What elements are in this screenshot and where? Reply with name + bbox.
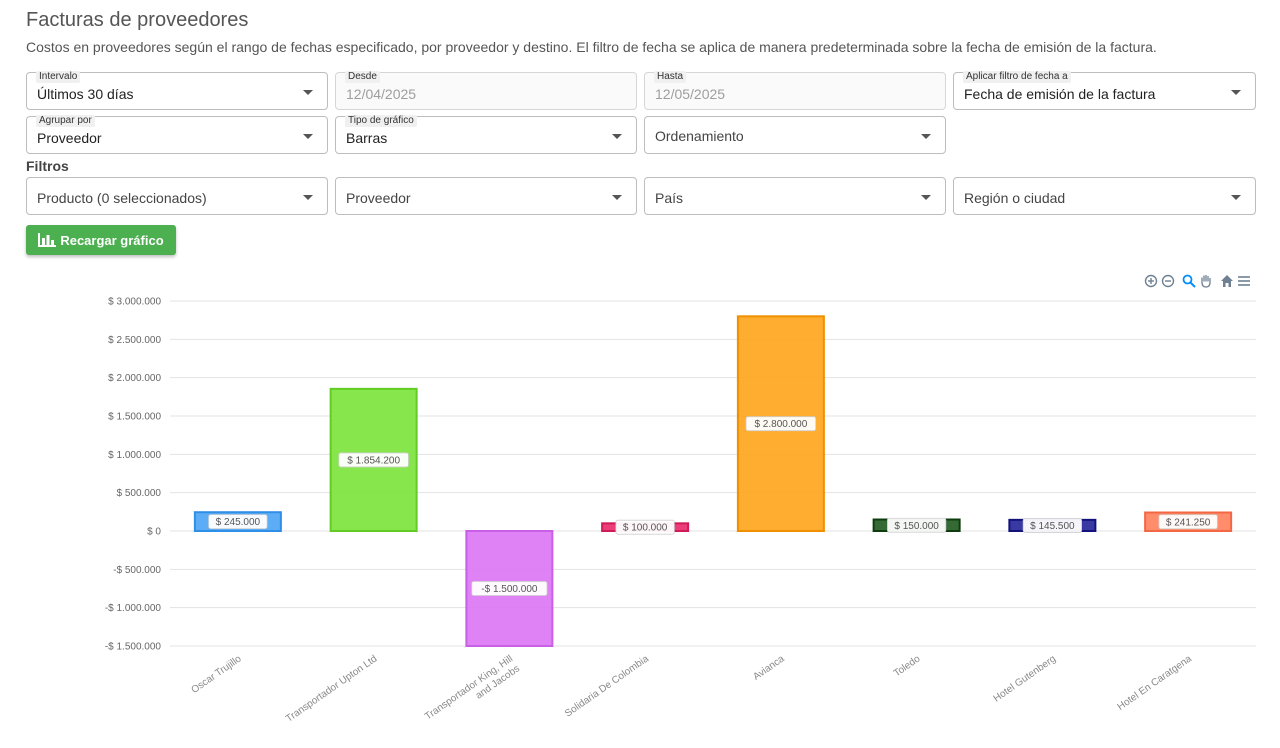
magnifier-icon[interactable] (1182, 274, 1196, 293)
date-filter-label: Aplicar filtro de fecha a (963, 71, 1071, 83)
date-from-value: 12/04/2025 (346, 86, 417, 102)
date-to-label: Hasta (654, 71, 687, 83)
filters-heading: Filtros (26, 158, 69, 174)
interval-value: Últimos 30 días (37, 86, 134, 102)
x-tick-label: Avianca (751, 653, 787, 683)
data-label-box (208, 514, 268, 530)
data-label: $ 2.800.000 (754, 419, 807, 430)
x-tick-label-line: Transportador King, Hill (423, 653, 515, 722)
x-tick-label-line: Hotel En Caratgena (1116, 653, 1195, 713)
data-label: $ 145.500 (1030, 521, 1075, 532)
date-from-field[interactable]: Desde 12/04/2025 (335, 71, 637, 110)
chevron-down-icon (1231, 195, 1241, 200)
data-label: $ 100.000 (623, 523, 668, 534)
region-filter-select[interactable]: Región o ciudad (953, 177, 1256, 215)
data-label-box (615, 519, 675, 535)
data-label: $ 1.854.200 (347, 455, 400, 466)
interval-select[interactable]: Intervalo Últimos 30 días (26, 71, 328, 110)
chevron-down-icon (1231, 90, 1241, 95)
chevron-down-icon (303, 134, 313, 139)
chart-toolbar (1144, 274, 1251, 293)
x-tick-label-line: Oscar Trujillo (189, 653, 243, 696)
y-tick-label: $ 2.000.000 (108, 373, 161, 384)
x-tick-label-line: Toledo (892, 653, 923, 679)
data-label-box (338, 452, 409, 468)
date-filter-select[interactable]: Aplicar filtro de fecha a Fecha de emisi… (953, 71, 1256, 110)
y-tick-label: $ 1.000.000 (108, 450, 161, 461)
chart-type-select[interactable]: Tipo de gráfico Barras (335, 115, 637, 154)
ordering-select[interactable]: Ordenamiento (644, 116, 946, 154)
chevron-down-icon (921, 134, 931, 139)
data-label-box (1022, 518, 1082, 533)
group-by-value: Proveedor (37, 130, 102, 146)
product-filter-select[interactable]: Producto (0 seleccionados) (26, 177, 328, 215)
chevron-down-icon (612, 134, 622, 139)
date-from-label: Desde (345, 71, 380, 83)
x-tick-label-line: Avianca (751, 653, 787, 683)
date-to-field[interactable]: Hasta 12/05/2025 (644, 71, 946, 110)
provider-filter-select[interactable]: Proveedor (335, 177, 637, 215)
pan-hand-icon[interactable] (1199, 274, 1213, 293)
chart-type-value: Barras (346, 130, 388, 146)
reload-chart-button[interactable]: Recargar gráfico (26, 225, 176, 255)
data-label-box (471, 581, 548, 596)
x-tick-label: Hotel Gutenberg (992, 653, 1058, 704)
menu-icon[interactable] (1237, 274, 1251, 293)
chevron-down-icon (303, 90, 313, 95)
page-title: Facturas de proveedores (26, 9, 249, 31)
y-tick-label: $ 3.000.000 (108, 297, 161, 308)
data-label-box (1158, 514, 1218, 530)
y-tick-label: -$ 1.000.000 (105, 603, 162, 614)
y-tick-label: $ 0 (147, 527, 161, 538)
y-tick-label: -$ 500.000 (113, 565, 161, 576)
home-icon[interactable] (1220, 274, 1234, 293)
product-filter-placeholder: Producto (0 seleccionados) (37, 190, 207, 206)
page-description: Costos en proveedores según el rango de … (26, 39, 1157, 55)
chevron-down-icon (612, 195, 622, 200)
date-to-value: 12/05/2025 (655, 86, 726, 102)
data-label: -$ 1.500.000 (481, 584, 538, 595)
group-by-label: Agrupar por (36, 115, 95, 127)
ordering-placeholder: Ordenamiento (655, 128, 744, 144)
data-label: $ 150.000 (894, 521, 939, 532)
provider-filter-placeholder: Proveedor (346, 190, 411, 206)
x-tick-label: Hotel En Caratgena (1116, 653, 1195, 713)
y-tick-label: $ 1.500.000 (108, 412, 161, 423)
bar-chart-icon (38, 233, 57, 247)
x-tick-label: Transportador Upton Ltd (284, 653, 379, 724)
data-label-box (887, 517, 947, 533)
reload-chart-label: Recargar gráfico (60, 232, 164, 248)
zoom-out-icon[interactable] (1161, 274, 1175, 293)
data-label: $ 241.250 (1166, 517, 1211, 528)
y-tick-label: -$ 1.500.000 (105, 642, 162, 653)
chevron-down-icon (303, 195, 313, 200)
chart-type-label: Tipo de gráfico (345, 115, 417, 127)
chevron-down-icon (921, 195, 931, 200)
y-tick-label: $ 2.500.000 (108, 335, 161, 346)
x-tick-label: Solidaria De Colombia (563, 653, 651, 719)
data-label-box (745, 416, 817, 432)
zoom-in-icon[interactable] (1144, 274, 1158, 293)
x-tick-label-line: Hotel Gutenberg (992, 653, 1058, 704)
country-filter-select[interactable]: País (644, 177, 946, 215)
data-label: $ 245.000 (216, 517, 261, 528)
x-tick-label-line: Transportador Upton Ltd (284, 653, 379, 724)
date-filter-value: Fecha de emisión de la factura (964, 86, 1156, 102)
region-filter-placeholder: Región o ciudad (964, 190, 1066, 206)
group-by-select[interactable]: Agrupar por Proveedor (26, 115, 328, 154)
country-filter-placeholder: País (655, 190, 684, 206)
provider-costs-bar-chart: $ 3.000.000 $ 2.500.000 $ 2.000.000 $ 1.500… (105, 297, 1256, 725)
y-tick-label: $ 500.000 (117, 488, 162, 499)
x-tick-label: Oscar Trujillo (189, 653, 243, 696)
x-tick-label-line: Solidaria De Colombia (563, 653, 651, 719)
x-tick-label: Toledo (892, 653, 923, 679)
interval-label: Intervalo (36, 71, 81, 83)
